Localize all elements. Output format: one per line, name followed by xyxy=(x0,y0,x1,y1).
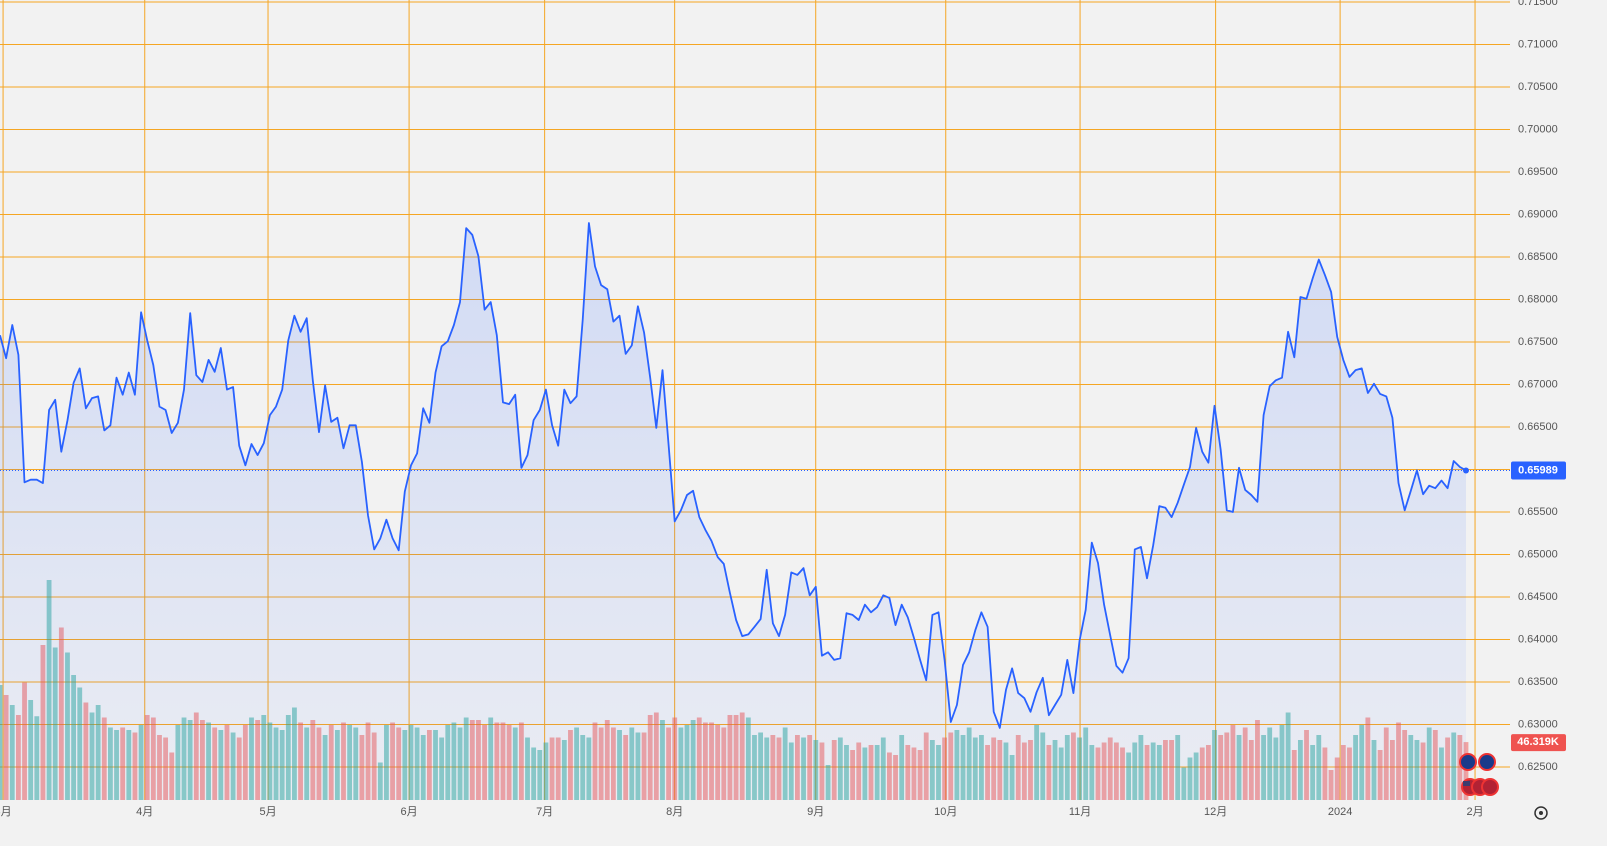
x-tick-label: 2月 xyxy=(1466,806,1483,818)
x-tick-label: 12月 xyxy=(1204,806,1227,818)
y-tick-label: 0.68500 xyxy=(1518,251,1558,263)
y-tick-label: 0.68000 xyxy=(1518,293,1558,305)
price-line xyxy=(0,222,1467,729)
y-tick-label: 0.65500 xyxy=(1518,506,1558,518)
y-tick-label: 0.69500 xyxy=(1518,166,1558,178)
last-price-label: 0.65989 xyxy=(1518,464,1558,476)
currency-flags xyxy=(1459,753,1499,796)
settings-button[interactable] xyxy=(1534,806,1548,820)
y-tick-label: 0.70500 xyxy=(1518,81,1558,93)
last-price-dot xyxy=(1463,467,1469,474)
x-tick-label: 2024 xyxy=(1328,806,1352,818)
x-tick-label: 3月 xyxy=(0,806,12,818)
y-tick-label: 0.70000 xyxy=(1518,123,1558,135)
y-tick-label: 0.63000 xyxy=(1518,718,1558,730)
plot-area xyxy=(0,0,1510,800)
y-tick-label: 0.67000 xyxy=(1518,378,1558,390)
x-tick-label: 7月 xyxy=(536,806,553,818)
x-tick-label: 5月 xyxy=(259,806,276,818)
last-price-badge xyxy=(1511,461,1566,480)
y-tick-label: 0.64000 xyxy=(1518,633,1558,645)
x-tick-label: 6月 xyxy=(401,806,418,818)
y-tick-label: 0.65000 xyxy=(1518,548,1558,560)
x-tick-label: 9月 xyxy=(807,806,824,818)
y-tick-label: 0.69000 xyxy=(1518,208,1558,220)
y-tick-label: 0.64500 xyxy=(1518,591,1558,603)
y-tick-label: 0.71500 xyxy=(1518,0,1558,8)
y-tick-label: 0.62500 xyxy=(1518,761,1558,773)
y-tick-label: 0.71000 xyxy=(1518,38,1558,50)
y-tick-label: 0.67500 xyxy=(1518,336,1558,348)
last-volume-label: 46.319K xyxy=(1517,736,1559,748)
x-tick-label: 10月 xyxy=(934,806,957,818)
x-tick-label: 8月 xyxy=(666,806,683,818)
y-tick-label: 0.66500 xyxy=(1518,421,1558,433)
price-area xyxy=(0,223,1466,800)
last-volume-badge xyxy=(1511,734,1566,752)
axes: 0.62500 0.63000 0.63500 0.64000 0.64500 0.650… xyxy=(0,0,1566,818)
y-tick-label: 0.63500 xyxy=(1518,676,1558,688)
x-tick-label: 4月 xyxy=(136,806,153,818)
x-tick-label: 11月 xyxy=(1069,806,1091,818)
